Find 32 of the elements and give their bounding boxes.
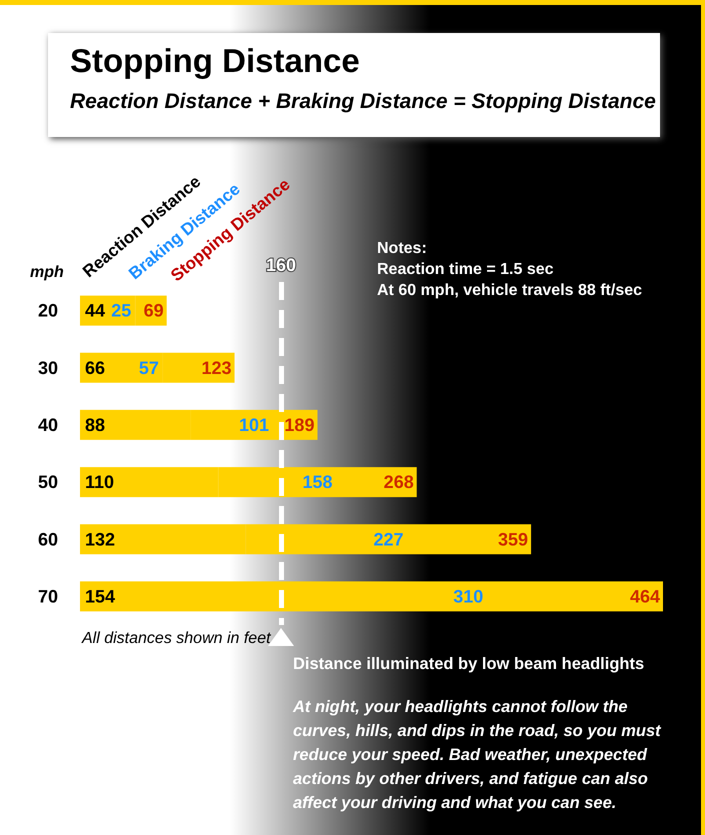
data-label: 227 [373,529,404,550]
data-label: 132 [85,529,116,550]
data-label: 101 [238,414,270,435]
data-label: 310 [453,586,484,606]
y-axis-title: mph [30,264,64,282]
y-tick-label: 30 [38,358,58,378]
text: Distance illuminated by low beam headlights [293,655,644,674]
data-label: 110 [85,472,114,492]
total-label: 69 [144,300,164,321]
y-tick-label: 40 [38,414,58,435]
data-label: 25 [111,300,132,321]
annotation: Notes: Reaction time = 1.5 sec At 60 mph, vehicle travels 88 ft/sec [377,239,642,301]
y-tick-label: 60 [38,529,58,550]
total-label: 123 [202,358,232,378]
chart-subtitle: Reaction Distance + Braking Distance = Stopping Distance [70,90,656,114]
text: At night, your headlights cannot follow the curves, hills, and dips in the road, so you must reduce your speed. Bad weather, unexpected actions by other drivers, and fatigue can also affect your driving and what you can see. [293,697,662,814]
y-tick-label: 20 [38,300,58,321]
data-label: 66 [85,358,106,378]
y-tick-label: 70 [38,586,58,606]
total-label: 268 [384,472,414,492]
data-label: 88 [85,414,106,435]
total-label: 464 [630,586,660,606]
data-label: 154 [85,586,116,606]
text: All distances shown in feet [82,630,271,648]
ref-line-label: 160 [266,255,296,275]
data-label: 44 [85,300,106,321]
chart-title: Stopping Distance [70,42,360,80]
total-label: 189 [284,414,314,435]
y-tick-label: 50 [38,472,58,492]
data-label: 57 [138,358,159,378]
total-label: 359 [498,529,528,550]
data-label: 158 [302,472,332,492]
